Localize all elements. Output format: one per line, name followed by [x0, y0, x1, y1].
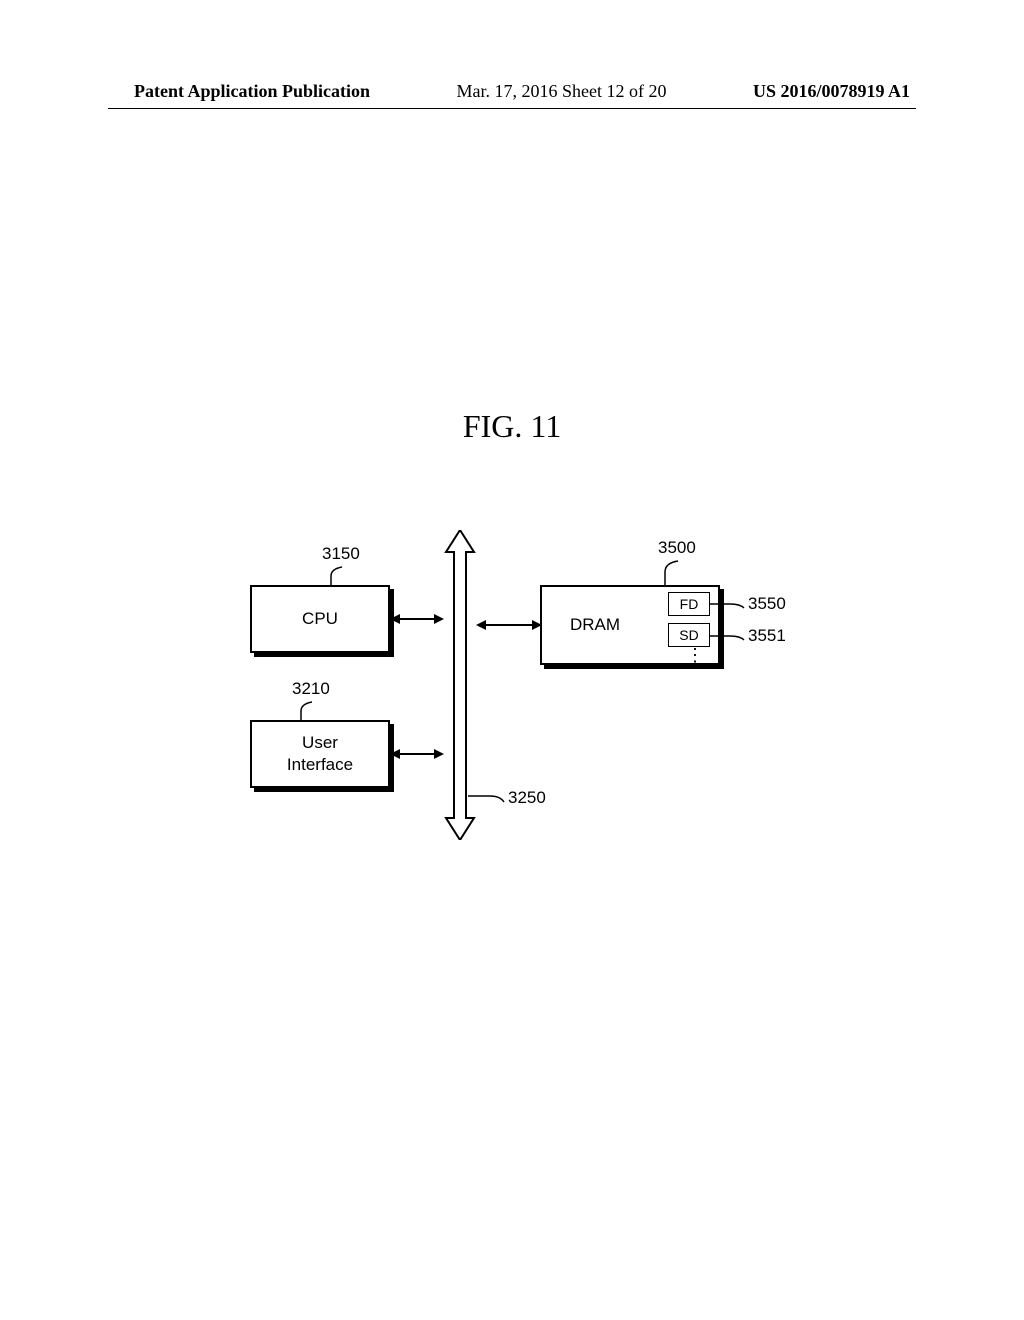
dram-label: DRAM: [570, 614, 620, 636]
dram-ref: 3500: [658, 538, 696, 558]
sd-leader: [710, 632, 746, 642]
dram-bus-connector: [476, 618, 542, 632]
ui-leader: [298, 699, 322, 721]
page-header: Patent Application Publication Mar. 17, …: [0, 81, 1024, 102]
cpu-ref: 3150: [322, 544, 360, 564]
header-rule: [108, 108, 916, 109]
cpu-bus-connector: [390, 612, 444, 626]
fd-ref: 3550: [748, 594, 786, 614]
sd-block: SD: [668, 623, 710, 647]
user-interface-block: User Interface: [250, 720, 390, 788]
cpu-leader: [328, 564, 352, 586]
ui-label: User Interface: [287, 732, 353, 776]
bus-leader: [468, 792, 506, 804]
sd-ref: 3551: [748, 626, 786, 646]
bus-ref: 3250: [508, 788, 546, 808]
publication-number: US 2016/0078919 A1: [753, 81, 910, 102]
sd-label: SD: [679, 627, 698, 643]
ui-ref: 3210: [292, 679, 330, 699]
fd-block: FD: [668, 592, 710, 616]
vdots-icon: ⋮: [686, 652, 704, 658]
fd-label: FD: [680, 596, 699, 612]
dram-leader: [662, 558, 686, 586]
cpu-label: CPU: [302, 608, 338, 630]
block-diagram: CPU 3150 User Interface 3210 DRAM FD SD …: [250, 530, 810, 870]
figure-title: FIG. 11: [0, 408, 1024, 445]
cpu-block: CPU: [250, 585, 390, 653]
publication-label: Patent Application Publication: [134, 81, 370, 102]
date-sheet-label: Mar. 17, 2016 Sheet 12 of 20: [457, 81, 667, 102]
ui-bus-connector: [390, 747, 444, 761]
fd-leader: [710, 600, 746, 610]
